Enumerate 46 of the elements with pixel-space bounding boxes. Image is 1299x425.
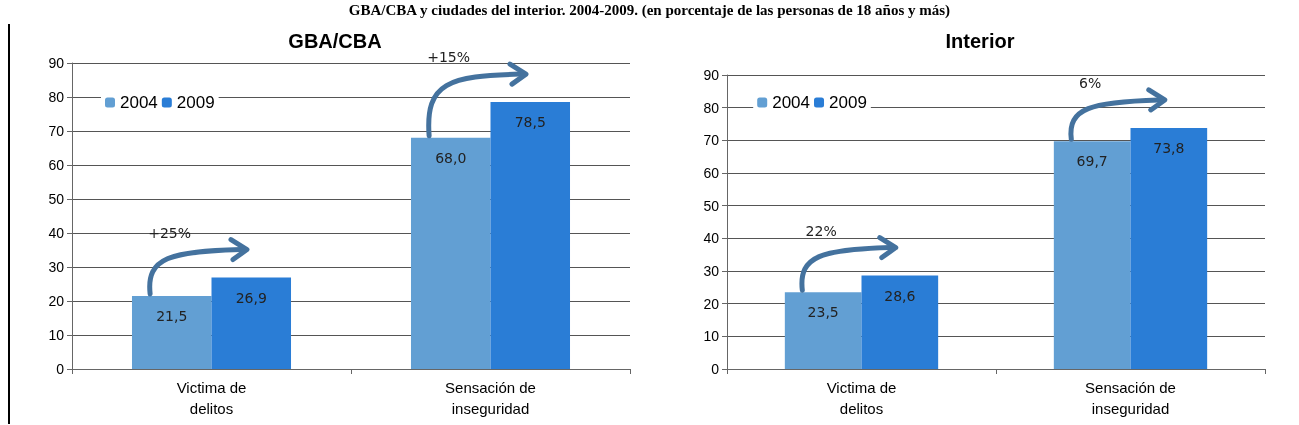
- text: 21,5: [156, 307, 188, 324]
- text: 69,7: [1076, 153, 1108, 170]
- y-tick-label: 80: [48, 89, 65, 105]
- legend-label: 2004: [120, 93, 158, 112]
- y-tick-label: 30: [48, 259, 65, 275]
- x-tick-label: Sensación de inseguridad: [445, 379, 536, 417]
- y-tick-label: 40: [48, 225, 65, 241]
- annotation: +15%: [427, 49, 471, 66]
- y-tick-label: 0: [56, 361, 65, 377]
- y-tick-label: 90: [48, 55, 65, 71]
- text: 28,6: [884, 287, 916, 304]
- chart-title: GBA/CBA: [288, 30, 382, 52]
- y-tick-label: 50: [48, 191, 65, 207]
- y-tick-label: 50: [703, 197, 720, 214]
- y-tick-label: 20: [48, 293, 65, 309]
- y-tick-label: 20: [703, 295, 720, 312]
- text: GBA/CBA y ciudades del interior. 2004-2009. (en porcentaje de las personas de 18 años y más): [347, 2, 952, 19]
- annotation: 22%: [805, 222, 837, 239]
- bar: [211, 277, 292, 369]
- y-tick-label: 0: [711, 361, 720, 377]
- x-tick-label: Victima de delitos: [826, 379, 897, 417]
- text: 73,8: [1153, 139, 1185, 156]
- y-tick-label: 60: [703, 165, 720, 181]
- chart-title: Interior: [945, 30, 1015, 52]
- y-tick-label: 90: [703, 67, 720, 83]
- bar: [490, 102, 571, 369]
- y-tick-label: 70: [48, 123, 65, 139]
- bar: [861, 275, 939, 369]
- annotation: 6%: [1079, 74, 1102, 91]
- legend-label: 2004: [772, 93, 811, 112]
- bar: [1130, 127, 1208, 369]
- y-tick-label: 10: [48, 327, 65, 343]
- y-tick-label: 70: [703, 132, 720, 149]
- x-tick-label: Sensación de inseguridad: [1085, 379, 1176, 417]
- y-tick-label: 40: [703, 230, 720, 247]
- x-tick-label: Victima de delitos: [176, 379, 247, 417]
- text: 68,0: [435, 149, 467, 166]
- text: 26,9: [235, 289, 267, 306]
- y-tick-label: 30: [703, 263, 720, 279]
- text: 78,5: [514, 114, 546, 131]
- y-tick-label: 60: [48, 157, 65, 173]
- y-tick-label: 10: [703, 328, 720, 345]
- y-tick-label: 80: [703, 99, 720, 116]
- legend-label: 2009: [176, 93, 215, 112]
- text: 23,5: [807, 304, 839, 321]
- legend-label: 2009: [829, 93, 867, 112]
